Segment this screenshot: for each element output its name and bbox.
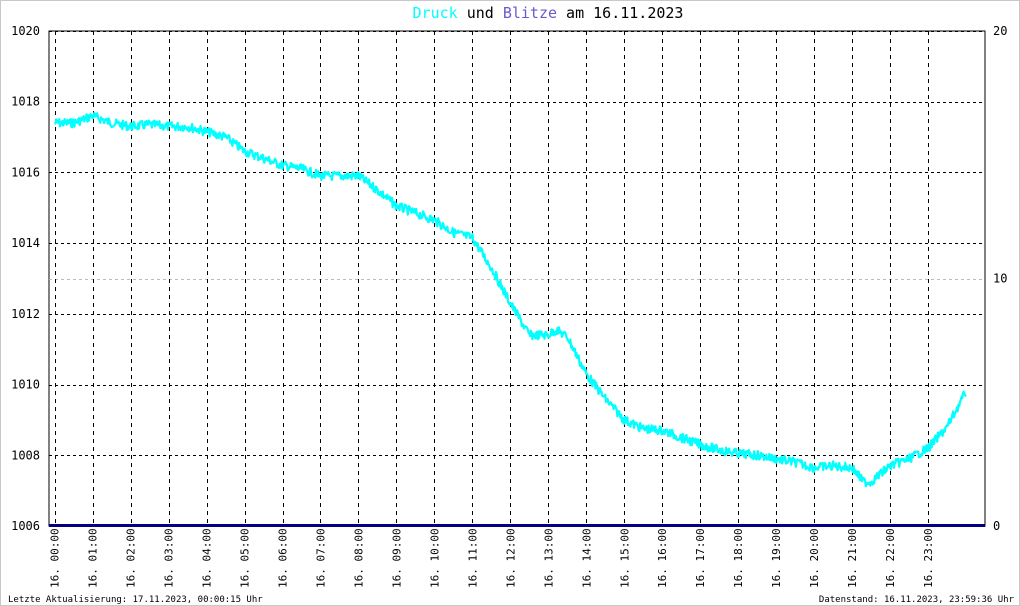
left-tick-label: 1012 bbox=[11, 307, 40, 321]
x-tick-label: 16. 13:00 bbox=[542, 528, 555, 588]
title-und: und bbox=[458, 4, 503, 22]
x-tick-label: 16. 10:00 bbox=[428, 528, 441, 588]
x-tick-label: 16. 14:00 bbox=[580, 528, 593, 588]
series-group bbox=[49, 112, 985, 527]
x-tick-label: 16. 04:00 bbox=[201, 528, 214, 588]
x-tick-label: 16. 21:00 bbox=[846, 528, 859, 588]
x-axis: 16. 00:00 16. 01:00 16. 02:00 16. 03:00 16. … bbox=[49, 528, 935, 588]
series-druck-line bbox=[53, 112, 967, 488]
x-tick-label: 16. 01:00 bbox=[87, 528, 100, 588]
footer-last-update: Letzte Aktualisierung: 17.11.2023, 00:00… bbox=[8, 595, 263, 605]
left-tick-label: 1020 bbox=[11, 24, 40, 38]
x-tick-label: 16. 02:00 bbox=[125, 528, 138, 588]
right-tick-label: 0 bbox=[993, 519, 1000, 533]
x-tick-label: 16. 08:00 bbox=[352, 528, 365, 588]
x-tick-label: 16. 16:00 bbox=[656, 528, 669, 588]
x-tick-label: 16. 03:00 bbox=[163, 528, 176, 588]
left-tick-label: 1008 bbox=[11, 448, 40, 462]
title-date: am 16.11.2023 bbox=[557, 4, 683, 22]
left-tick-label: 1006 bbox=[11, 519, 40, 533]
chart-title: Druck und Blitze am 16.11.2023 bbox=[413, 4, 684, 22]
x-tick-label: 16. 06:00 bbox=[277, 528, 290, 588]
left-tick-label: 1016 bbox=[11, 165, 40, 179]
title-druck: Druck bbox=[413, 4, 458, 22]
x-tick-label: 16. 09:00 bbox=[390, 528, 403, 588]
right-y-axis: 0 10 20 bbox=[993, 24, 1007, 533]
left-tick-label: 1010 bbox=[11, 378, 40, 392]
x-tick-label: 16. 11:00 bbox=[466, 528, 479, 588]
x-tick-label: 16. 00:00 bbox=[49, 528, 62, 588]
x-tick-label: 16. 17:00 bbox=[694, 528, 707, 588]
x-tick-label: 16. 12:00 bbox=[504, 528, 517, 588]
x-tick-label: 16. 20:00 bbox=[808, 528, 821, 588]
title-blitze: Blitze bbox=[503, 4, 557, 22]
right-tick-label: 10 bbox=[993, 272, 1007, 286]
left-tick-label: 1018 bbox=[11, 95, 40, 109]
x-tick-label: 16. 07:00 bbox=[314, 528, 327, 588]
x-tick-label: 16. 23:00 bbox=[922, 528, 935, 588]
x-tick-label: 16. 05:00 bbox=[239, 528, 252, 588]
right-tick-label: 20 bbox=[993, 24, 1007, 38]
x-tick-label: 16. 19:00 bbox=[770, 528, 783, 588]
left-y-axis: 1006 1008 1010 1012 1014 1016 1018 1020 bbox=[11, 24, 40, 533]
footer-data-status: Datenstand: 16.11.2023, 23:59:36 Uhr bbox=[819, 595, 1015, 605]
x-tick-label: 16. 22:00 bbox=[884, 528, 897, 588]
x-tick-label: 16. 18:00 bbox=[732, 528, 745, 588]
left-tick-label: 1014 bbox=[11, 236, 40, 250]
grid bbox=[48, 30, 986, 527]
x-tick-label: 16. 15:00 bbox=[618, 528, 631, 588]
